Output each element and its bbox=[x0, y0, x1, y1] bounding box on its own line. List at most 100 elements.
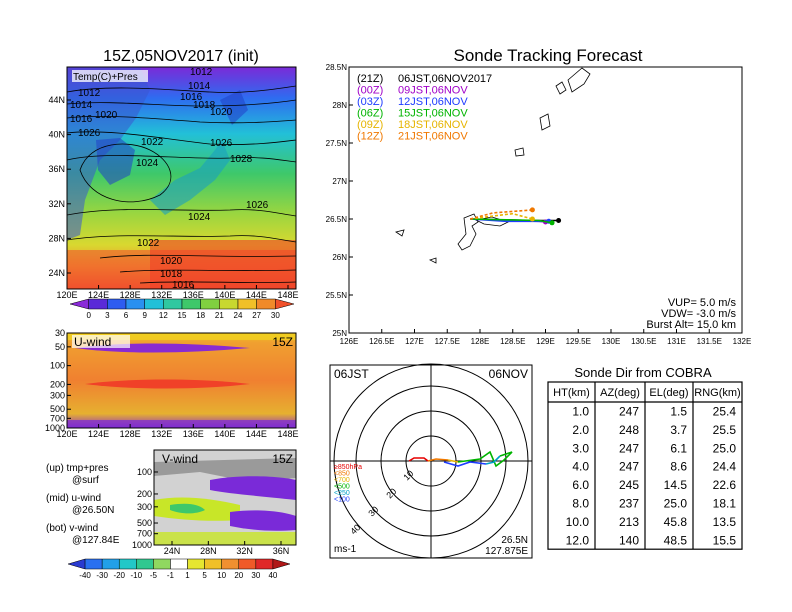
lat-tick-label: 24N bbox=[48, 268, 65, 278]
table-cell: 245 bbox=[619, 478, 639, 492]
colorbar-swatch bbox=[204, 558, 222, 570]
legend-time: 21JST,06NOV bbox=[398, 131, 468, 143]
pressure-tick-label: 1000 bbox=[132, 540, 152, 550]
lat-tick-label: 28N bbox=[200, 546, 217, 556]
legend-code: (09Z) bbox=[357, 119, 383, 131]
table-cell: 24.4 bbox=[713, 460, 737, 474]
lon-tick-label: 124E bbox=[88, 429, 109, 439]
colorbar-label: 5 bbox=[202, 571, 207, 580]
pressure-tick-label: 200 bbox=[137, 489, 152, 499]
table-cell: 6.0 bbox=[572, 478, 589, 492]
colorbar-swatch bbox=[221, 558, 240, 570]
colorbar-label: 6 bbox=[124, 311, 129, 320]
colorbar-swatch bbox=[187, 558, 205, 570]
isobar-label: 1018 bbox=[160, 269, 183, 280]
pressure-tick-label: 700 bbox=[50, 413, 65, 423]
lon-tick-label: 144E bbox=[246, 290, 267, 300]
polar-date: 06NOV bbox=[489, 367, 528, 381]
lon-tick-label: 127.5E bbox=[435, 337, 460, 346]
note-mid: (mid) u-wind bbox=[46, 493, 101, 504]
lon-tick-label: 132E bbox=[151, 290, 172, 300]
hodograph-segment bbox=[427, 458, 449, 462]
lat-tick-label: 36N bbox=[48, 164, 65, 174]
lat-tick-label: 24N bbox=[164, 546, 181, 556]
lat-tick-label: 36N bbox=[273, 546, 290, 556]
sonde-table: HT(km) AZ(deg) EL(deg) RNG(km) 1.0 247 1.5 25.4… bbox=[547, 381, 743, 550]
colorbar-swatch bbox=[136, 558, 154, 570]
track-endpoint bbox=[529, 216, 535, 222]
colorbar-swatch bbox=[238, 558, 257, 570]
legend-time: 06JST,06NOV2017 bbox=[398, 73, 492, 85]
track-endpoint bbox=[549, 220, 555, 226]
isobar-label: 1020 bbox=[160, 256, 183, 267]
legend-code: (00Z) bbox=[357, 85, 383, 97]
param-vup: VUP= 5.0 m/s bbox=[668, 297, 737, 309]
colorbar-swatch bbox=[88, 298, 108, 310]
vwind-label: V-wind bbox=[162, 452, 198, 466]
colorbar-swatch bbox=[107, 298, 127, 310]
lon-tick-label: 144E bbox=[246, 429, 267, 439]
table-cell: 4.0 bbox=[572, 460, 589, 474]
lon-tick-label: 136E bbox=[183, 429, 204, 439]
table-cell: 8.0 bbox=[572, 497, 589, 511]
pressure-tick-label: 700 bbox=[137, 529, 152, 539]
section-notes: (up) tmp+pres @surf (mid) u-wind @26.50N… bbox=[46, 463, 120, 546]
colorbar-label: -10 bbox=[131, 571, 143, 580]
table-cell: 25.4 bbox=[713, 405, 737, 419]
colorbar-label: 18 bbox=[196, 311, 205, 320]
lon-tick-label: 130E bbox=[602, 337, 621, 346]
note-bot: (bot) v-wind bbox=[46, 523, 98, 534]
level-label: <700 bbox=[334, 477, 350, 484]
note-up-2: @surf bbox=[72, 475, 99, 486]
isobar-label: 1016 bbox=[172, 280, 195, 291]
level-label: <100 bbox=[334, 497, 350, 504]
isobar-label: 1016 bbox=[180, 92, 203, 103]
lon-tick-label: 128E bbox=[120, 429, 141, 439]
legend-time: 09JST,06NOV bbox=[398, 85, 468, 97]
isobar-label: 1020 bbox=[210, 107, 233, 118]
lat-tick-label: 28N bbox=[332, 101, 347, 110]
lon-tick-label: 124E bbox=[88, 290, 109, 300]
legend-code: (03Z) bbox=[357, 96, 383, 108]
lon-tick-label: 120E bbox=[56, 290, 77, 300]
colorbar-swatch bbox=[219, 298, 239, 310]
colorbar-swatch bbox=[255, 558, 274, 570]
table-header: EL(deg) bbox=[649, 387, 688, 399]
lon-tick-label: 129.5E bbox=[566, 337, 591, 346]
table-cell: 2.0 bbox=[572, 423, 589, 437]
lat-tick-label: 40N bbox=[48, 130, 65, 140]
colorbar-label: -5 bbox=[150, 571, 158, 580]
uwind-time: 15Z bbox=[272, 335, 293, 349]
level-label: ≥850hPa bbox=[334, 464, 362, 471]
table-cell: 213 bbox=[619, 515, 639, 529]
pressure-tick-label: 300 bbox=[50, 390, 65, 400]
polar-lat: 26.5N bbox=[501, 535, 528, 546]
level-label: <250 bbox=[334, 490, 350, 497]
colorbar-label: 21 bbox=[215, 311, 224, 320]
map-title: 15Z,05NOV2017 (init) bbox=[103, 48, 259, 65]
track-line bbox=[469, 209, 533, 220]
lat-tick-label: 26N bbox=[332, 253, 347, 262]
lat-tick-label: 27N bbox=[332, 177, 347, 186]
legend-code: (06Z) bbox=[357, 108, 383, 120]
isobar-label: 1028 bbox=[230, 154, 253, 165]
colorbar-swatch bbox=[272, 558, 291, 570]
lon-tick-label: 128.5E bbox=[500, 337, 525, 346]
colorbar-swatch bbox=[163, 298, 183, 310]
isobar-label: 1026 bbox=[246, 200, 269, 211]
table-cell: 237 bbox=[619, 497, 639, 511]
isobar-label: 1014 bbox=[70, 100, 93, 111]
lon-tick-label: 136E bbox=[183, 290, 204, 300]
table-header: AZ(deg) bbox=[600, 387, 640, 399]
level-label: <500 bbox=[334, 484, 350, 491]
lat-tick-label: 28.5N bbox=[326, 63, 348, 72]
colorbar-swatch bbox=[153, 558, 171, 570]
lon-tick-label: 120E bbox=[56, 429, 77, 439]
pressure-tick-label: 500 bbox=[50, 404, 65, 414]
legend-time: 15JST,06NOV bbox=[398, 108, 468, 120]
isobar-label: 1014 bbox=[188, 81, 211, 92]
tracking-title: Sonde Tracking Forecast bbox=[454, 46, 643, 65]
colorbar-label: 0 bbox=[86, 311, 91, 320]
colorbar-swatch bbox=[118, 558, 137, 570]
table-cell: 8.6 bbox=[670, 460, 687, 474]
